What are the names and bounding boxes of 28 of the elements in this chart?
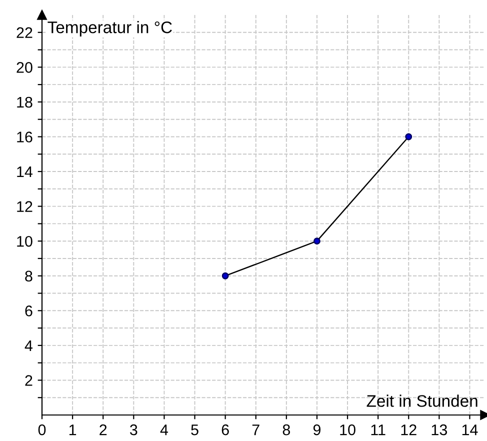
y-tick-label: 20 [16,62,32,73]
x-tick-label: 7 [252,424,260,436]
x-tick-label: 13 [432,424,447,436]
x-tick-label: 4 [160,424,168,436]
x-tick-label: 14 [462,424,478,436]
y-tick-label: 8 [25,270,32,282]
x-tick-label: 10 [340,424,356,436]
x-tick-label: 5 [191,424,198,436]
x-tick-label: 8 [282,424,290,436]
x-tick-label: 0 [38,424,46,436]
y-tick-label: 10 [17,236,32,247]
y-tick-label: 6 [25,306,32,316]
x-tick-label: 9 [313,424,320,436]
y-tick-label: 18 [17,96,32,108]
x-tick-label: 12 [401,424,416,436]
x-axis-title: Zeit in Stunden [366,394,478,407]
y-tick-label: 22 [16,27,32,38]
y-tick-label: 2 [25,375,32,386]
y-tick-label: 12 [17,201,32,212]
y-tick-label: 4 [24,340,33,351]
y-axis-title: Temperatur in °C [48,21,172,37]
x-tick-label: 6 [222,424,229,436]
x-tick-label: 3 [130,424,138,436]
x-tick-label: 1 [69,424,76,436]
y-tick-label: 16 [17,132,32,142]
y-tick-label: 14 [17,166,33,178]
x-tick-label: 2 [100,424,107,436]
x-tick-label: 11 [371,424,386,436]
